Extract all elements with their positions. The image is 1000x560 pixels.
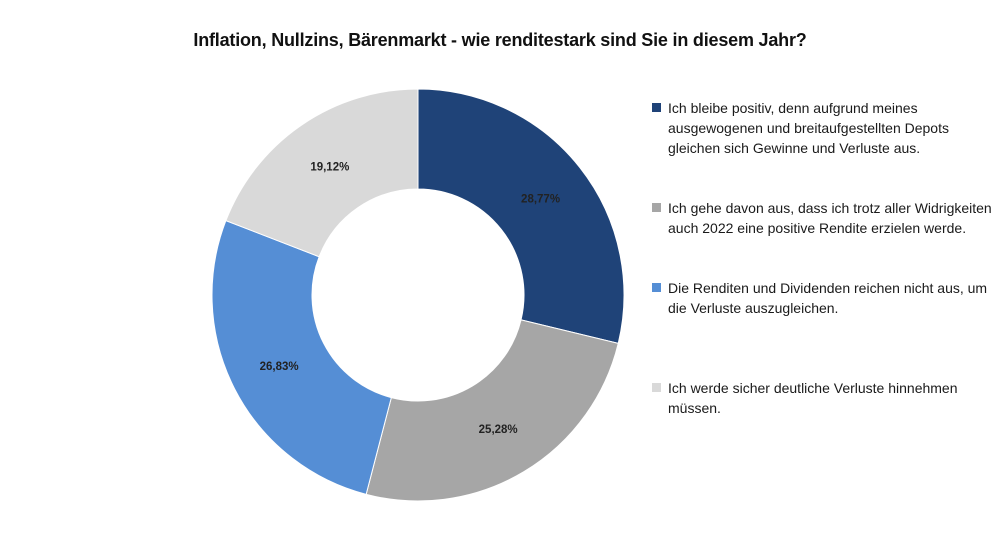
legend-swatch-1 (652, 103, 661, 112)
legend-item-1: Ich bleibe positiv, denn aufgrund meines… (652, 98, 997, 158)
legend-swatch-3 (652, 283, 661, 292)
donut-slice-2 (365, 319, 619, 502)
legend-label-1: Ich bleibe positiv, denn aufgrund meines… (668, 100, 949, 156)
donut-slice-1 (417, 88, 625, 344)
slice-value-label-1: 28,77% (521, 193, 560, 205)
slice-value-label-2: 25,28% (479, 424, 518, 436)
legend-item-4: Ich werde sicher deutliche Verluste hinn… (652, 378, 997, 418)
chart-title: Inflation, Nullzins, Bärenmarkt - wie re… (193, 30, 807, 50)
donut-slice-4 (225, 88, 419, 258)
legend-item-2: Ich gehe davon aus, dass ich trotz aller… (652, 198, 997, 238)
legend: Ich bleibe positiv, denn aufgrund meines… (652, 98, 997, 458)
legend-label-4: Ich werde sicher deutliche Verluste hinn… (668, 380, 958, 416)
slice-value-label-3: 26,83% (260, 361, 299, 373)
legend-swatch-4 (652, 383, 661, 392)
legend-item-3: Die Renditen und Dividenden reichen nich… (652, 278, 997, 318)
donut-chart: 28,77% 25,28% 26,83% 19,12% (200, 78, 640, 518)
donut-svg: 28,77% 25,28% 26,83% 19,12% (211, 88, 625, 502)
donut-slice-3 (211, 219, 392, 495)
slice-value-label-4: 19,12% (310, 161, 349, 173)
legend-label-2: Ich gehe davon aus, dass ich trotz aller… (668, 200, 992, 236)
legend-swatch-2 (652, 203, 661, 212)
legend-label-3: Die Renditen und Dividenden reichen nich… (668, 280, 988, 316)
